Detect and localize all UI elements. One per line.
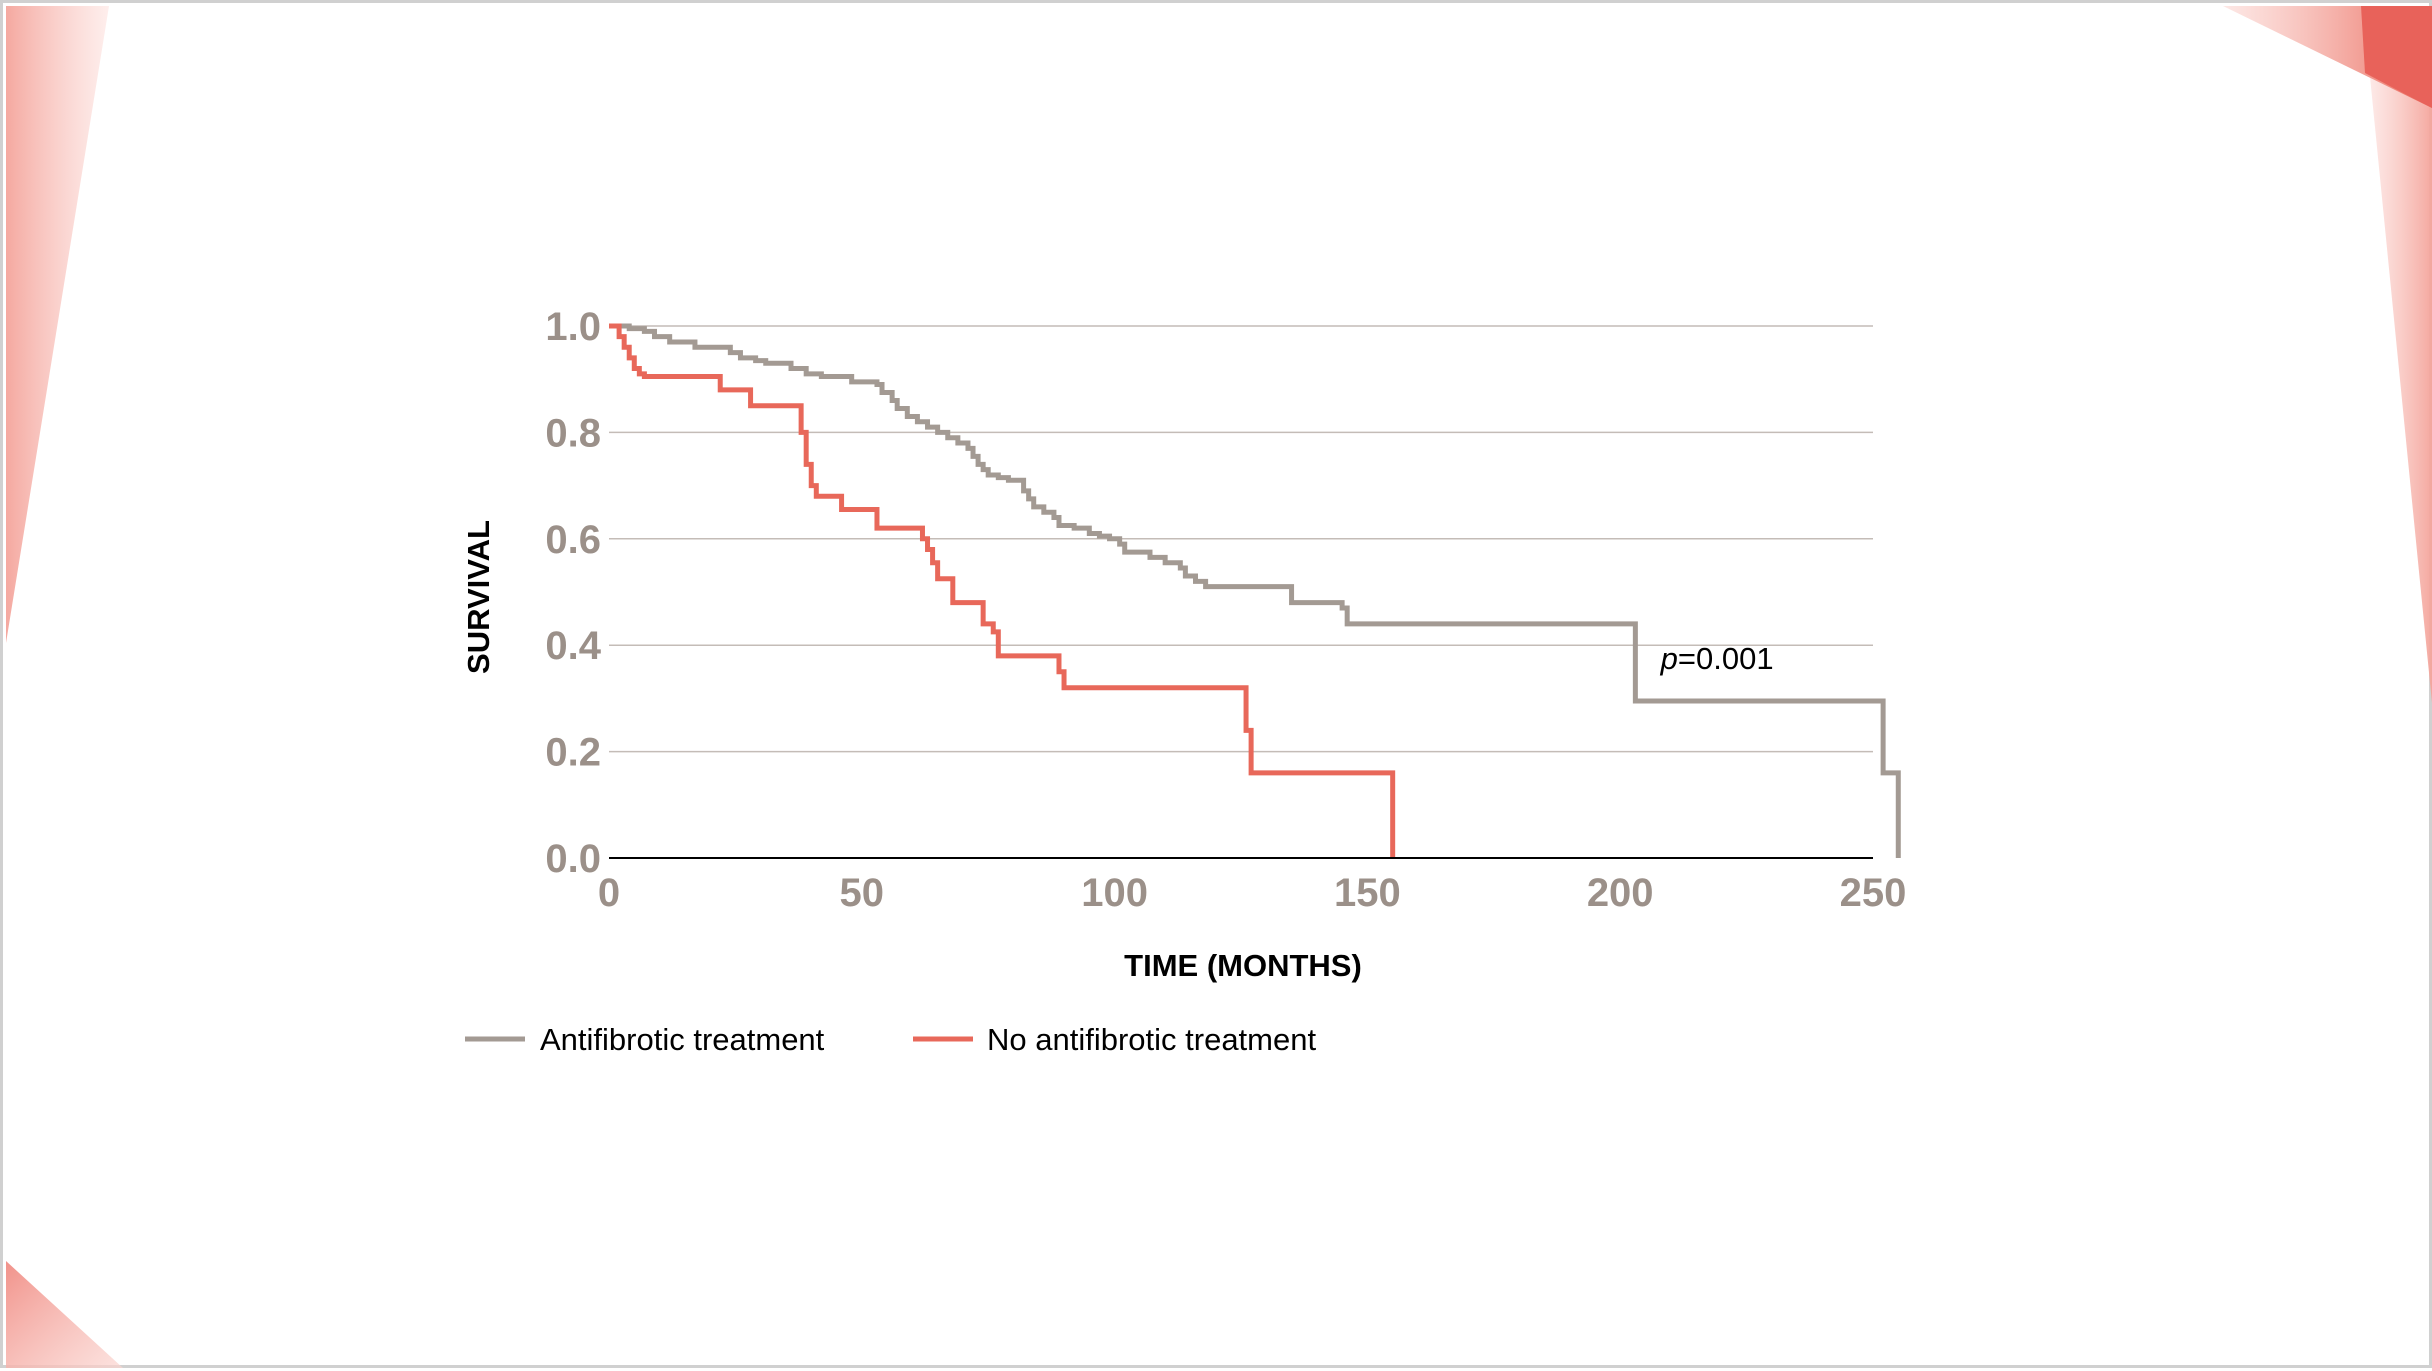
y-tick-label: 0.8 [545,411,601,455]
legend-label-untreated: No antifibrotic treatment [987,1022,1316,1057]
top-right-corner [2361,6,2432,108]
series-line-treated [609,323,1901,858]
p-value: =0.001 [1678,641,1774,676]
legend-label-treated: Antifibrotic treatment [540,1022,825,1057]
x-tick-label: 0 [598,871,620,915]
x-tick-label: 250 [1840,871,1907,915]
left-ribbon [6,6,109,643]
slide-decoration [6,6,2432,1368]
x-axis-title: TIME (MONTHS) [1124,948,1362,983]
series-lines [609,323,1901,858]
x-tick-label: 100 [1081,871,1148,915]
y-tick-labels: 0.0 0.2 0.4 0.6 0.8 1.0 [545,305,601,881]
y-tick-label: 1.0 [545,305,601,349]
x-tick-label: 200 [1587,871,1654,915]
legend: Antifibrotic treatment No antifibrotic t… [465,1022,1316,1057]
y-tick-label: 0.2 [545,731,601,775]
right-ribbon [2363,6,2432,703]
y-tick-label: 0.0 [545,837,601,881]
bottom-left-ribbon [6,1261,123,1368]
survival-chart: 0.0 0.2 0.4 0.6 0.8 1.0 0 50 100 150 200 250 SURVI… [461,305,1907,1057]
series-line-untreated [609,323,1396,858]
p-symbol: p [1660,641,1678,676]
y-axis-title: SURVIVAL [461,520,496,674]
x-tick-label: 50 [840,871,885,915]
y-tick-label: 0.4 [545,624,601,668]
p-value-annotation: p=0.001 [1660,641,1774,676]
gridlines [609,325,1873,753]
y-tick-label: 0.6 [545,518,601,562]
x-tick-labels: 0 50 100 150 200 250 [598,871,1907,915]
x-tick-label: 150 [1334,871,1401,915]
